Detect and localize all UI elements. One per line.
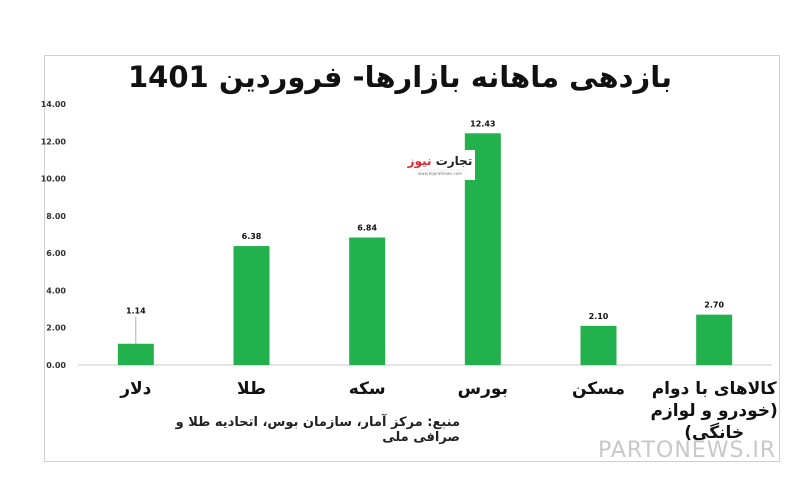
site-watermark: PARTONEWS.IR bbox=[598, 438, 777, 463]
category-label: کالاهای با دوام bbox=[652, 379, 777, 399]
y-tick-label: 4.00 bbox=[46, 286, 66, 295]
source-note: منبع: مرکز آمار، سازمان بوس، اتحادیه طلا… bbox=[175, 415, 460, 445]
y-tick-label: 8.00 bbox=[46, 212, 66, 221]
category-label: بورس bbox=[458, 379, 508, 399]
y-tick-label: 6.00 bbox=[46, 249, 66, 258]
category-label: سکه bbox=[349, 379, 386, 399]
bar bbox=[233, 246, 270, 365]
data-label: 2.70 bbox=[704, 301, 724, 310]
bar bbox=[580, 325, 617, 365]
bar bbox=[696, 314, 733, 365]
category-label: طلا bbox=[237, 379, 266, 399]
svg-text:www.tejaratnews.com: www.tejaratnews.com bbox=[418, 171, 462, 176]
bar bbox=[349, 237, 386, 365]
category-label: مسکن bbox=[572, 379, 625, 399]
category-label: (خودرو و لوازم bbox=[651, 401, 778, 421]
logo-watermark-icon: تجارت نیوز www.tejaratnews.com bbox=[405, 150, 475, 180]
bar bbox=[117, 343, 154, 365]
y-tick-label: 12.00 bbox=[41, 137, 67, 146]
data-label: 1.14 bbox=[126, 307, 146, 316]
data-label: 6.38 bbox=[242, 232, 262, 241]
chart-frame bbox=[44, 55, 780, 462]
y-tick-label: 2.00 bbox=[46, 324, 66, 333]
data-label: 12.43 bbox=[470, 119, 495, 128]
chart-title: بازدهی ماهانه بازارها- فروردین 1401 bbox=[128, 60, 672, 94]
y-tick-label: 14.00 bbox=[41, 100, 67, 109]
svg-text:تجارت نیوز: تجارت نیوز bbox=[407, 154, 473, 169]
data-label: 6.84 bbox=[357, 223, 377, 232]
y-tick-label: 0.00 bbox=[46, 361, 66, 370]
data-label: 2.10 bbox=[589, 312, 609, 321]
category-label: خانگی) bbox=[684, 422, 744, 443]
y-tick-label: 10.00 bbox=[41, 175, 67, 184]
category-label: دلار bbox=[119, 379, 151, 399]
